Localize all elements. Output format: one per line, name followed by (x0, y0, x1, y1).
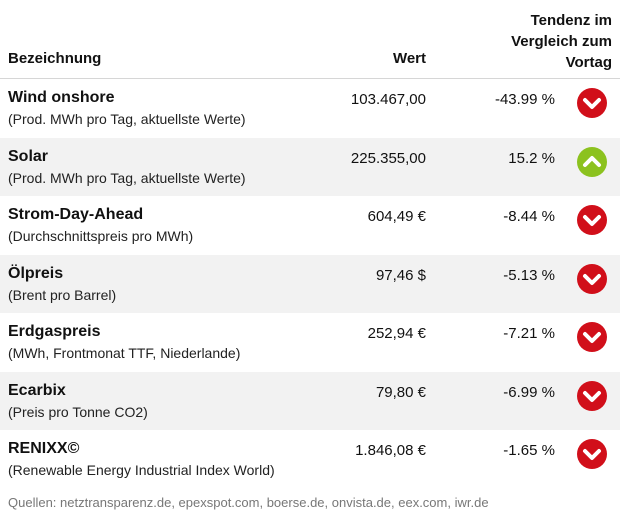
chevron-down-icon (577, 380, 607, 411)
row-percent-change: -5.13 % (503, 266, 555, 284)
header-trend-line-2: Vergleich zum (511, 33, 612, 50)
header-trend-line-3: Vortag (565, 54, 612, 71)
table-header: Bezeichnung Wert Tendenz im Vergleich zu… (0, 0, 620, 79)
row-percent-change: -6.99 % (503, 383, 555, 401)
table-row: Erdgaspreis (MWh, Frontmonat TTF, Niederl… (0, 313, 620, 372)
row-value: 79,80 € (375, 383, 426, 401)
chevron-down-icon (577, 439, 607, 469)
row-value: 1.846,08 € (355, 442, 426, 459)
row-description: (Prod. MWh pro Tag, aktuellste Werte) (8, 169, 246, 186)
row-description: (Durchschnittspreis pro MWh) (8, 228, 194, 244)
chevron-down-icon (577, 88, 607, 118)
table-row: Solar (Prod. MWh pro Tag, aktuellste Wert… (0, 137, 620, 196)
row-value: 252,94 € (367, 325, 426, 342)
table-row: RENIXX© (Renewable Energy Industrial Inde… (0, 430, 620, 489)
row-percent-change: -8.44 % (503, 208, 555, 225)
chevron-down-icon (577, 263, 607, 294)
row-name: Ölpreis (8, 264, 64, 282)
row-value: 225.355,00 (350, 149, 426, 167)
row-percent-change: 15.2 % (508, 149, 555, 167)
row-percent-change: -7.21 % (503, 325, 555, 342)
row-name: Wind onshore (8, 89, 115, 106)
row-name: RENIXX© (8, 440, 80, 457)
row-name: Strom-Day-Ahead (8, 206, 144, 223)
row-description: (Brent pro Barrel) (8, 286, 117, 303)
row-value: 97,46 $ (375, 266, 426, 284)
table-row: Ecarbix (Preis pro Tonne CO2) 79,80 € -6.99… (0, 371, 620, 430)
table-body: Wind onshore (Prod. MWh pro Tag, aktuells… (0, 79, 620, 489)
row-name: Ecarbix (8, 381, 66, 399)
row-description: (Renewable Energy Industrial Index World… (8, 462, 275, 478)
header-name: Bezeichnung (8, 50, 102, 67)
row-value: 604,49 € (367, 208, 426, 225)
row-description: (Prod. MWh pro Tag, aktuellste Werte) (8, 111, 246, 127)
row-percent-change: -43.99 % (494, 91, 555, 108)
chevron-down-icon (577, 322, 607, 352)
row-value: 103.467,00 (350, 91, 426, 108)
row-percent-change: -1.65 % (503, 442, 555, 459)
row-description: (Preis pro Tonne CO2) (8, 403, 148, 420)
table-row: Wind onshore (Prod. MWh pro Tag, aktuells… (0, 79, 620, 138)
chevron-up-icon (577, 146, 607, 177)
header-trend: Tendenz im Vergleich zum Vortag (472, 10, 612, 73)
header-value: Wert (392, 50, 426, 67)
table-row: Ölpreis (Brent pro Barrel) 97,46 $ -5.13 % (0, 254, 620, 313)
header-trend-line-1: Tendenz im (530, 12, 612, 29)
sources-footer: Quellen: netztransparenz.de, epexspot.co… (8, 495, 489, 510)
row-description: (MWh, Frontmonat TTF, Niederlande) (8, 345, 241, 361)
row-name: Erdgaspreis (8, 323, 101, 340)
row-name: Solar (8, 147, 49, 165)
table-row: Strom-Day-Ahead (Durchschnittspreis pro M… (0, 196, 620, 255)
chevron-down-icon (577, 205, 607, 235)
